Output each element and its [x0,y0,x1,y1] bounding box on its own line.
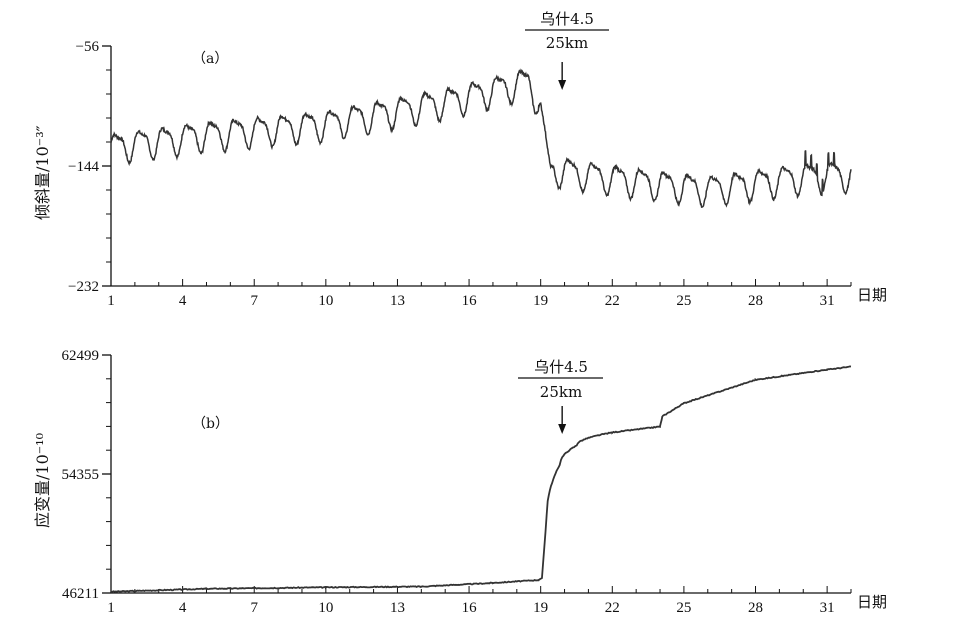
panel-b-x-tick-label: 10 [318,600,333,616]
panel-a-x-tick-label: 1 [107,293,115,309]
panel-a-x-tick-label: 19 [533,293,548,309]
panel-a-y-tick-label: −144 [68,159,99,175]
panel-b-x-tick-label: 16 [462,600,478,616]
panel-b-label: （b） [192,416,229,432]
panel-a-x-tick-label: 10 [318,293,333,309]
panel-b-y-tick-label: 54355 [62,467,100,483]
panel-b-x-tick-label: 31 [820,600,835,616]
panel-a-series-line [110,68,852,208]
panel-b-y-axis-title: 应变量/10⁻¹⁰ [33,433,52,528]
panel-b-event-annotation: 乌什4.5 25km [518,358,603,434]
panel-a-x-tick-label: 22 [605,293,620,309]
panel-a: （a） −56 −144 −232 1 4 7 10 13 16 19 22 25 28 31 日期 倾… [33,10,887,309]
panel-b-x-tick-label: 28 [748,600,763,616]
panel-b-x-axis-title: 日期 [857,594,887,611]
panel-b-x-tick-label: 25 [676,600,691,616]
panel-a-x-axis-title: 日期 [857,287,887,304]
panel-a-x-tick-label: 16 [462,293,478,309]
panel-b-event-label: 乌什4.5 [534,358,588,376]
panel-b-x-tick-label: 13 [390,600,405,616]
panel-a-x-tick-label: 28 [748,293,763,309]
panel-b-event-distance: 25km [540,383,582,401]
panel-a-x-tick-label: 4 [179,293,187,309]
panel-a-y-axis-title: 倾斜量/10⁻³″ [33,125,52,220]
panel-a-x-tick-label: 13 [390,293,405,309]
panel-b-y-tick-label: 46211 [62,586,99,602]
panel-a-event-distance: 25km [546,34,588,52]
panel-b-x-tick-label: 1 [107,600,115,616]
panel-b-series-line [110,365,852,593]
panel-a-y-tick-label: −56 [76,39,100,55]
panel-a-event-label: 乌什4.5 [540,10,594,28]
panel-a-event-arrow [558,62,567,90]
panel-b-event-arrow [558,406,567,434]
panel-a-y-tick-label: −232 [68,279,99,295]
panel-b-x-tick-label: 7 [250,600,258,616]
panel-a-x-tick-label: 31 [820,293,835,309]
panel-b-y-tick-label: 62499 [62,348,100,364]
panel-b-x-tick-label: 19 [533,600,548,616]
panel-b-x-tick-label: 4 [179,600,187,616]
panel-a-event-annotation: 乌什4.5 25km [525,10,609,90]
panel-a-x-tick-label: 7 [250,293,258,309]
panel-b-x-tick-label: 22 [605,600,620,616]
panel-a-x-tick-label: 25 [676,293,691,309]
panel-a-label: （a） [192,51,228,67]
